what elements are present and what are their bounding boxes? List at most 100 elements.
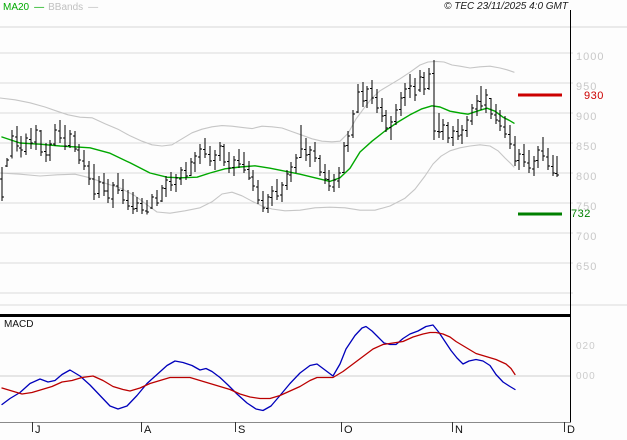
ohlc-bar: [275, 179, 279, 200]
ohlc-bar: [432, 60, 436, 140]
macd-line: [1, 324, 516, 412]
resistance-price-label: 930: [584, 90, 604, 102]
bollinger-upper-band: [0, 60, 515, 147]
ohlc-bar: [294, 153, 298, 173]
ohlc-bar: [169, 171, 173, 191]
ohlc-bar: [285, 170, 289, 190]
ohlc-bar: [0, 167, 4, 202]
ohlc-bar: [337, 167, 341, 188]
price-axis-label: 900: [576, 111, 598, 123]
ohlc-bar: [470, 104, 474, 125]
macd-axis-label: 020: [576, 341, 596, 352]
ohlc-bar: [441, 119, 445, 140]
ohlc-bar: [503, 116, 507, 139]
ohlc-bar: [342, 141, 346, 173]
ohlc-bar: [222, 144, 226, 166]
ohlc-bar: [164, 176, 168, 197]
ohlc-bar: [121, 179, 125, 205]
price-axis-label: 800: [576, 171, 598, 183]
ohlc-bar: [318, 155, 322, 176]
ohlc-bar: [111, 182, 115, 208]
ohlc-bar: [135, 197, 139, 212]
ohlc-bar: [15, 126, 19, 152]
ohlc-bar: [456, 119, 460, 140]
price-axis-label: 650: [576, 261, 598, 273]
ohlc-bar: [299, 125, 303, 158]
ohlc-bar: [270, 186, 274, 206]
ohlc-bar: [44, 143, 48, 163]
ohlc-bar: [126, 189, 130, 211]
ohlc-bar: [513, 135, 517, 166]
ohlc-bar: [102, 173, 106, 196]
ohlc-bar: [29, 128, 33, 149]
ohlc-bar: [73, 131, 77, 152]
macd-signal-line: [1, 331, 516, 400]
ohlc-bar: [494, 104, 498, 124]
ohlc-bar: [140, 198, 144, 214]
ohlc-bar: [53, 123, 57, 146]
ohlc-bar: [489, 98, 493, 119]
ohlc-bar: [131, 192, 135, 214]
ohlc-bar: [193, 152, 197, 172]
ohlc-bar: [280, 182, 284, 202]
ohlc-bar: [63, 125, 67, 151]
ohlc-bar: [208, 146, 212, 166]
ohlc-bar: [106, 179, 110, 203]
ma20-line: [1, 105, 515, 183]
ohlc-bar: [361, 81, 365, 107]
ohlc-bar: [384, 110, 388, 133]
ohlc-bar: [218, 141, 222, 161]
ohlc-bar: [351, 110, 355, 139]
ohlc-bar: [332, 174, 336, 193]
ohlc-bar: [227, 152, 231, 173]
ohlc-bar: [19, 135, 23, 158]
ohlc-bar: [475, 95, 479, 116]
month-label: A: [144, 424, 152, 436]
ohlc-bar: [251, 170, 255, 191]
ohlc-bar: [555, 156, 559, 178]
indicator-legend: MA20 — BBands —: [3, 2, 98, 13]
ohlc-bar: [399, 92, 403, 116]
ohlc-bar: [34, 125, 38, 151]
macd-axis-label: 000: [576, 371, 596, 382]
ohlc-bar: [356, 84, 360, 113]
ohlc-bar: [189, 158, 193, 176]
ohlc-bar: [289, 162, 293, 182]
ohlc-bar: [527, 150, 531, 173]
ohlc-bar: [174, 174, 178, 193]
month-label: N: [455, 424, 463, 436]
ohlc-bar: [370, 80, 374, 104]
copyright-timestamp: © TEC 23/11/2025 4:0 GMT: [444, 1, 568, 12]
ohlc-bar: [403, 83, 407, 106]
ohlc-bar: [446, 122, 450, 143]
month-label: J: [35, 424, 41, 436]
ohlc-bar: [198, 144, 202, 164]
ohlc-bar: [97, 176, 101, 199]
ohlc-bar: [68, 129, 72, 148]
ohlc-bar: [551, 155, 555, 176]
ohlc-bar: [327, 170, 331, 191]
ohlc-bar: [58, 120, 62, 143]
ohlc-bar: [77, 144, 81, 164]
ohlc-bar: [375, 89, 379, 113]
ohlc-bar: [87, 161, 91, 185]
ohlc-bar: [237, 149, 241, 169]
ohlc-bar: [413, 78, 417, 101]
ohlc-bar: [213, 150, 217, 170]
month-label: S: [238, 424, 246, 436]
ohlc-bar: [179, 167, 183, 185]
price-axis-label: 1000: [576, 51, 605, 63]
ohlc-bar: [532, 156, 536, 176]
ohlc-bar: [437, 113, 441, 139]
ohlc-bar: [451, 126, 455, 146]
ohlc-bar: [5, 158, 9, 167]
support-price-label: 732: [571, 208, 591, 220]
ohlc-bar: [465, 116, 469, 137]
ohlc-bar: [116, 173, 120, 194]
ohlc-bar: [261, 191, 265, 212]
ohlc-bar: [308, 146, 312, 167]
ohlc-bar: [155, 189, 159, 206]
macd-panel-label: MACD: [4, 319, 34, 330]
ohlc-bar: [418, 69, 422, 92]
ohlc-bar: [408, 74, 412, 98]
